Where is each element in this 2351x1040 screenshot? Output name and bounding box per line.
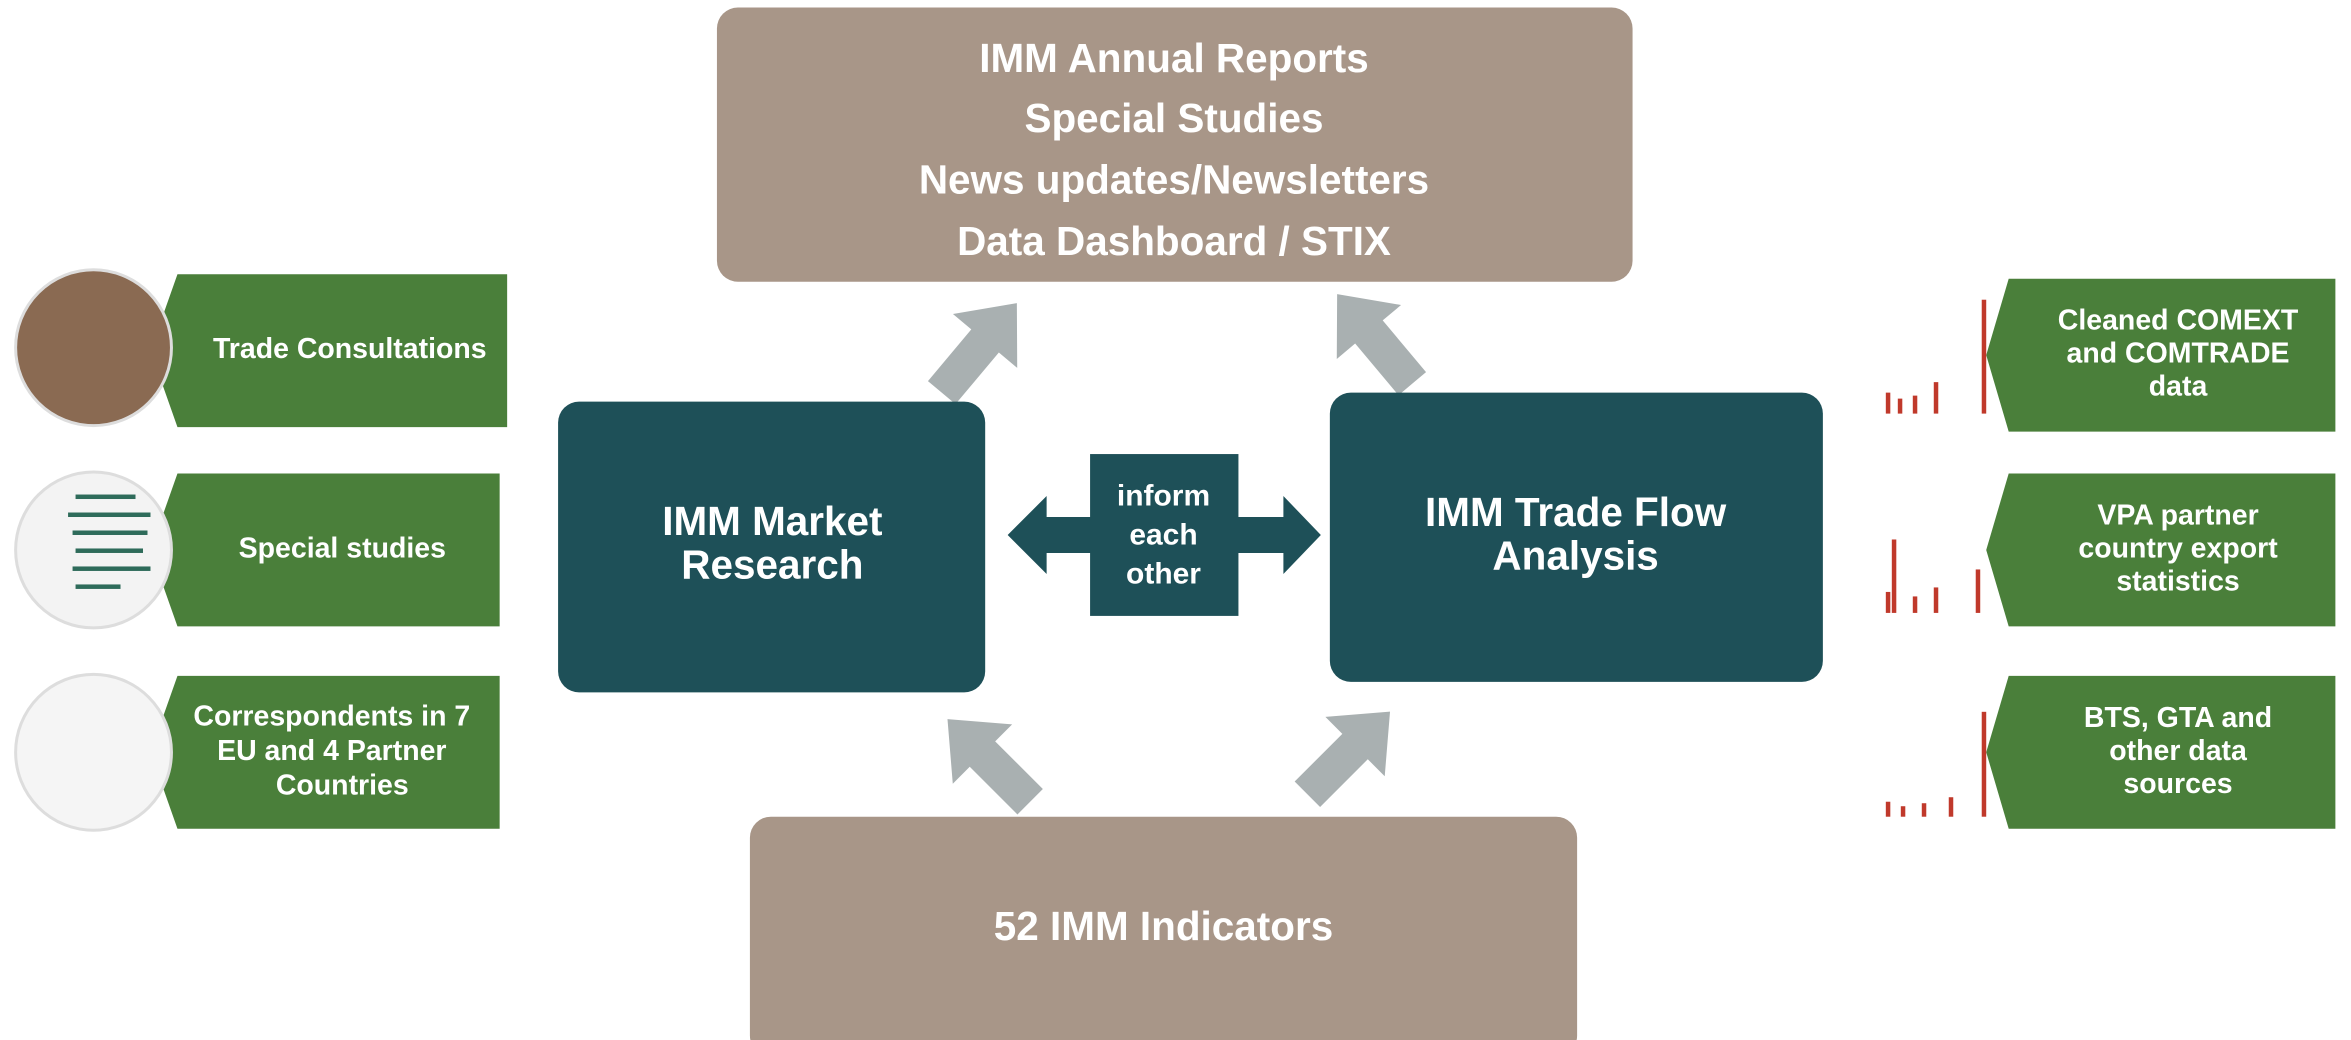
- chart-thumbnail: [1885, 299, 1987, 414]
- input-line: Countries: [276, 769, 409, 801]
- input-tag: [1986, 675, 2336, 829]
- input-tag: [1986, 473, 2336, 627]
- input-tag: [150, 473, 500, 627]
- input-line: country export: [2078, 532, 2278, 564]
- link-line: inform: [1117, 479, 1210, 512]
- arrow: [1294, 711, 1391, 807]
- input-line: other data: [2109, 735, 2248, 767]
- indicators-label: 52 IMM Indicators: [994, 903, 1333, 949]
- input-line: EU and 4 Partner: [217, 735, 446, 767]
- outputs-box: [716, 7, 1633, 282]
- chart-thumbnail: [1885, 539, 1981, 613]
- input-tag: [150, 274, 508, 428]
- left-inputs: Trade Consultations Special studies Corr…: [14, 268, 508, 832]
- chart-thumbnail: [1885, 711, 1987, 817]
- trade-flow-line: Analysis: [1492, 533, 1658, 579]
- indicators-box: [749, 816, 1578, 1040]
- trade-flow-box: [1329, 392, 1823, 682]
- input-tag: [1986, 278, 2336, 432]
- arrow: [1336, 294, 1427, 396]
- input-line: and COMTRADE: [2067, 338, 2290, 370]
- market-research-box: [558, 401, 986, 693]
- outputs-line: IMM Annual Reports: [979, 35, 1369, 81]
- input-line: Correspondents in 7: [193, 700, 470, 732]
- thumbnail-bars: [68, 494, 151, 589]
- flow-arrows: [927, 294, 1427, 815]
- input-line: statistics: [2116, 565, 2239, 597]
- link-box: [1090, 454, 1239, 616]
- outputs-line: News updates/Newsletters: [919, 157, 1429, 203]
- input-line: data: [2149, 371, 2209, 403]
- thumbnail: [14, 672, 173, 832]
- input-line: VPA partner: [2097, 500, 2258, 532]
- input-line: Special studies: [239, 532, 446, 564]
- input-line: sources: [2123, 768, 2232, 800]
- input-line: Cleaned COMEXT: [2058, 305, 2299, 337]
- arrow: [947, 719, 1043, 815]
- right-inputs: Cleaned COMEXT and COMTRADE data VPA par…: [1885, 278, 2336, 829]
- market-research-line: IMM Market: [662, 498, 882, 544]
- arrow: [927, 303, 1018, 405]
- input-line: Trade Consultations: [213, 333, 487, 365]
- input-line: BTS, GTA and: [2084, 702, 2272, 734]
- outputs-line: Data Dashboard / STIX: [957, 218, 1391, 264]
- input-tag: [150, 675, 500, 829]
- link-line: other: [1126, 557, 1201, 590]
- trade-flow-line: IMM Trade Flow: [1425, 489, 1727, 535]
- link-line: each: [1129, 518, 1197, 551]
- market-research-line: Research: [681, 542, 863, 588]
- photo: [14, 268, 173, 428]
- outputs-line: Special Studies: [1024, 95, 1323, 141]
